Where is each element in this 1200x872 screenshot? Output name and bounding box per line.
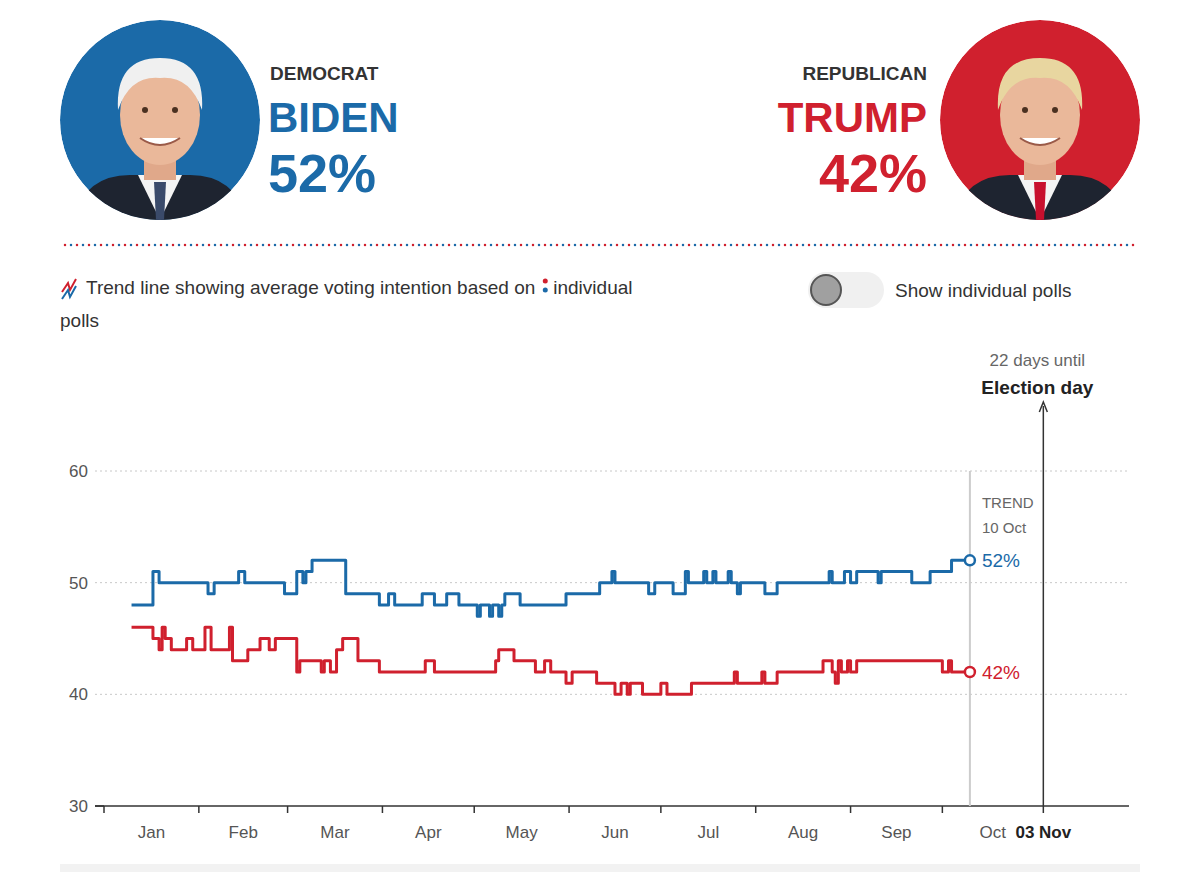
portrait-tie (154, 182, 166, 220)
election-arrow (1039, 402, 1047, 412)
portrait (60, 20, 260, 230)
footer-bar (60, 864, 1140, 872)
key-dot (543, 279, 548, 284)
portrait (940, 20, 1140, 230)
x-tick (755, 806, 757, 813)
key-text: individual polls (60, 277, 633, 331)
separator (65, 244, 1135, 247)
candidate-name: BIDEN (268, 94, 399, 141)
x-tick-label: Sep (881, 823, 911, 842)
portrait-smile (140, 138, 180, 145)
x-tick-label: Feb (229, 823, 258, 842)
party: REPUBLICAN (802, 63, 927, 84)
x-tick-label: Oct (980, 823, 1007, 842)
end-marker (965, 667, 975, 677)
portrait-eye (1022, 107, 1028, 113)
x-tick-label: Aug (788, 823, 818, 842)
trend-line-0 (132, 560, 970, 616)
portrait-shirt (1018, 175, 1062, 220)
grid-line (95, 694, 1129, 695)
grid-line (95, 471, 1129, 472)
x-tick-label: May (506, 823, 539, 842)
portrait-hair (118, 58, 202, 110)
x-tick-label: Apr (415, 823, 442, 842)
plot-area (132, 560, 970, 694)
candidate-name: TRUMP (778, 94, 927, 141)
trend-line (969, 471, 971, 806)
y-tick-label: 60 (69, 462, 88, 481)
toggle-track (808, 272, 884, 308)
headline-value: 42% (819, 143, 927, 203)
x-tick-label: Jul (697, 823, 719, 842)
portrait-shirt (138, 175, 182, 220)
portrait-suit (950, 175, 1130, 230)
x-tick-label: 03 Nov (1015, 823, 1071, 842)
x-tick (382, 806, 384, 813)
x-axis (95, 805, 1129, 807)
key-text-line: individual (553, 277, 632, 298)
x-tick (287, 806, 289, 813)
portrait-smile (1020, 138, 1060, 145)
key-text-line: polls (60, 310, 99, 331)
trend-line-1 (132, 627, 970, 694)
end-marker (965, 555, 975, 565)
annotation-sublabel: Election day (981, 377, 1093, 398)
headline-value: 52% (268, 143, 376, 203)
x-tick (103, 806, 105, 813)
portrait-hair (998, 58, 1082, 110)
annotation-sublabel: 10 Oct (982, 519, 1027, 536)
x-tick (473, 806, 475, 813)
separator (71, 244, 1135, 247)
key-dot (543, 288, 548, 293)
key-text: Trend line showing average voting intent… (86, 277, 535, 298)
portrait-eye (172, 107, 178, 113)
portrait-suit (70, 175, 250, 230)
x-tick (660, 806, 662, 813)
y-tick-label: 40 (69, 685, 88, 704)
portrait-eye (142, 107, 148, 113)
election-line (1043, 406, 1045, 806)
x-tick-label: Jun (601, 823, 628, 842)
x-tick (1043, 806, 1045, 813)
x-tick (568, 806, 570, 813)
x-tick-label: Mar (320, 823, 350, 842)
x-tick (198, 806, 200, 813)
party: DEMOCRAT (270, 63, 379, 84)
y-tick-label: 30 (69, 797, 88, 816)
y-tick-label: 50 (69, 574, 88, 593)
toggle-label: Show individual polls (895, 280, 1071, 301)
portrait-eye (1052, 107, 1058, 113)
chart: DEMOCRATBIDEN52%REPUBLICANTRUMP42%Trend … (0, 0, 1200, 872)
portrait-tie (1034, 182, 1046, 220)
end-label: 42% (982, 662, 1020, 683)
annotation-label: TREND (982, 494, 1034, 511)
x-tick (850, 806, 852, 813)
key-icon (62, 286, 76, 299)
annotation-label: 22 days until (990, 351, 1085, 370)
toggle-knob (811, 275, 841, 305)
x-tick (942, 806, 944, 813)
end-label: 52% (982, 550, 1020, 571)
x-tick-label: Jan (138, 823, 165, 842)
